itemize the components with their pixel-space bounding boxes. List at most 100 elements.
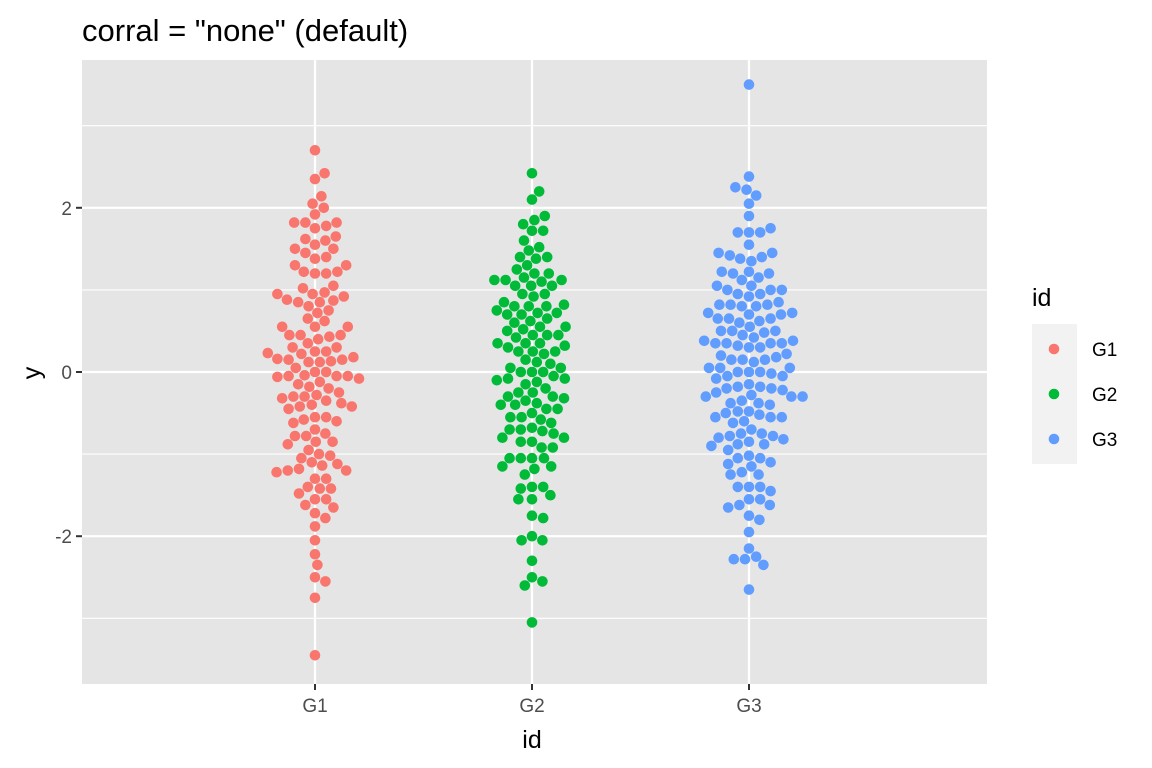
data-point-g1 [340, 465, 352, 476]
data-point-g1 [309, 411, 321, 423]
data-point-g3 [727, 417, 739, 429]
data-point-g2 [520, 379, 531, 390]
data-point-g2 [545, 489, 556, 501]
data-point-g3 [734, 253, 746, 264]
data-point-g2 [558, 299, 570, 311]
data-point-g3 [765, 411, 776, 423]
data-point-g2 [498, 296, 510, 308]
data-point-g3 [737, 329, 748, 341]
data-point-g3 [706, 440, 717, 452]
data-point-g1 [328, 243, 339, 255]
data-point-g2 [513, 494, 524, 505]
data-point-g1 [309, 572, 321, 583]
data-point-g2 [531, 397, 543, 409]
data-point-g3 [766, 368, 777, 379]
data-point-g1 [309, 473, 321, 485]
data-point-g1 [331, 217, 342, 228]
data-point-g2 [523, 245, 535, 256]
data-point-g3 [715, 325, 727, 337]
data-point-g2 [520, 354, 531, 366]
data-point-g2 [520, 395, 531, 407]
data-point-g2 [515, 366, 527, 378]
data-point-g1 [309, 535, 321, 546]
data-point-g2 [527, 329, 539, 341]
data-point-g2 [538, 452, 550, 464]
data-point-g2 [500, 274, 511, 286]
data-point-g2 [525, 280, 537, 292]
data-point-g1 [310, 436, 322, 448]
data-point-g2 [537, 425, 548, 437]
data-point-g2 [526, 510, 538, 521]
data-point-g3 [773, 296, 784, 308]
data-point-g3 [781, 348, 792, 360]
data-point-g3 [732, 481, 744, 493]
data-point-g1 [340, 260, 352, 271]
data-point-g1 [287, 342, 298, 353]
x-axis: G1 G2 G3 [302, 684, 762, 717]
data-point-g3 [758, 559, 769, 571]
data-point-g3 [710, 411, 721, 423]
data-point-g3 [754, 514, 765, 526]
data-point-g3 [746, 255, 757, 267]
data-point-g3 [721, 338, 732, 349]
data-point-g3 [758, 327, 770, 338]
data-point-g3 [743, 406, 755, 417]
data-point-g1 [302, 338, 314, 349]
data-point-g3 [765, 338, 776, 349]
data-point-g2 [547, 391, 559, 402]
data-point-g1 [289, 430, 301, 442]
data-point-g2 [526, 494, 538, 505]
data-point-g1 [330, 231, 342, 242]
data-point-g2 [540, 383, 551, 394]
data-point-g3 [784, 362, 796, 374]
data-point-g3 [765, 284, 776, 296]
data-point-g2 [495, 399, 507, 411]
data-point-g1 [300, 499, 311, 511]
data-point-g3 [748, 332, 760, 343]
data-point-g3 [711, 280, 723, 292]
data-point-g3 [736, 466, 748, 478]
data-point-g3 [743, 526, 755, 538]
data-point-g1 [272, 288, 283, 300]
data-point-g2 [535, 414, 547, 425]
data-point-g1 [303, 301, 314, 312]
data-point-g2 [549, 346, 561, 357]
data-point-g1 [299, 391, 310, 402]
data-point-g3 [739, 553, 751, 565]
data-point-g3 [743, 309, 755, 320]
data-point-g3 [714, 362, 726, 374]
data-point-g1 [290, 362, 302, 374]
data-point-g2 [526, 407, 538, 419]
data-point-g2 [518, 235, 530, 246]
data-point-g1 [293, 488, 305, 499]
data-point-g2 [511, 264, 523, 275]
data-point-g1 [332, 458, 343, 470]
data-point-g1 [283, 403, 294, 415]
data-point-g2 [510, 332, 522, 343]
data-point-g3 [743, 510, 755, 521]
data-point-g1 [288, 391, 299, 402]
data-point-g2 [530, 253, 542, 264]
data-point-g1 [272, 353, 283, 365]
data-point-g3 [746, 389, 757, 401]
legend-label: G2 [1092, 385, 1117, 406]
data-point-g1 [298, 414, 310, 425]
data-point-g1 [320, 428, 331, 439]
data-point-g2 [519, 580, 531, 591]
data-point-g1 [309, 592, 321, 604]
data-point-g1 [276, 393, 288, 404]
data-point-g1 [338, 291, 350, 302]
y-tick-label: -2 [55, 527, 72, 548]
data-point-g3 [713, 247, 724, 259]
data-point-g2 [491, 305, 503, 316]
data-point-g3 [713, 432, 724, 444]
data-point-g2 [526, 168, 538, 179]
data-point-g3 [753, 397, 764, 409]
data-point-g2 [545, 417, 557, 429]
data-point-g1 [284, 329, 295, 341]
data-point-g1 [289, 243, 301, 255]
data-point-g3 [754, 315, 765, 327]
data-point-g2 [526, 530, 538, 542]
data-point-g3 [766, 247, 778, 259]
data-point-g1 [313, 448, 325, 460]
